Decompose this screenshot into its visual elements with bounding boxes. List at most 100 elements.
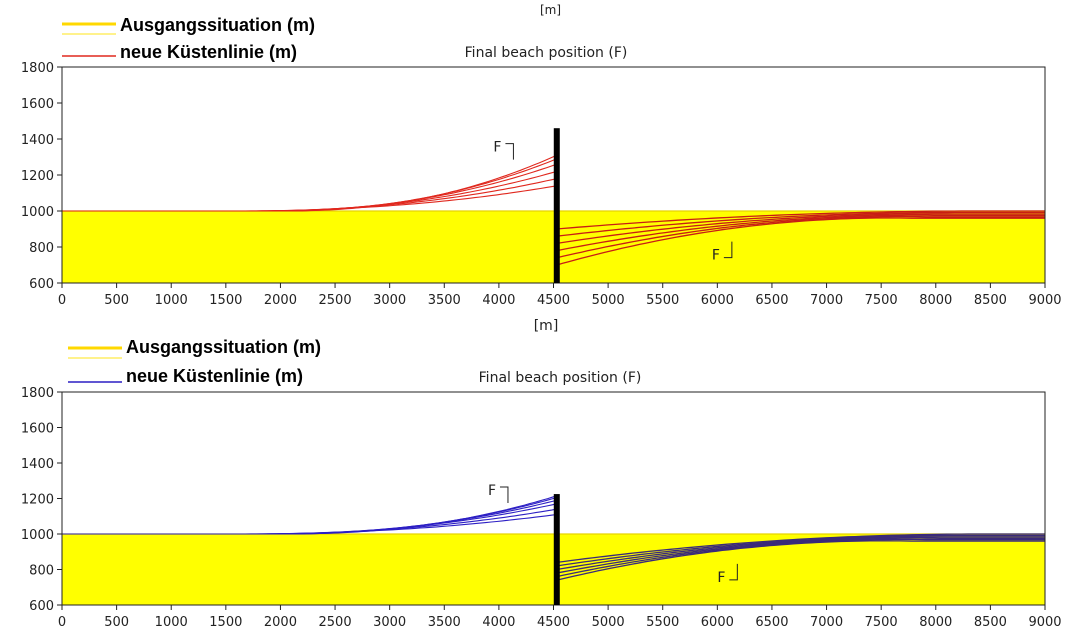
x-tick-label: 1000 (155, 293, 188, 308)
x-tick-label: 6000 (701, 293, 734, 308)
x-tick-label: 7000 (810, 615, 843, 630)
x-tick-label: 5500 (646, 293, 679, 308)
y-tick-label: 1400 (21, 133, 54, 148)
shoreline-curve-updrift-4 (62, 163, 557, 212)
x-tick-label: 0 (58, 293, 66, 308)
shoreline-curve-updrift-2 (62, 508, 557, 535)
initial-beach-area (62, 534, 1045, 605)
shoreline-curve-updrift-3 (62, 503, 557, 535)
annotation-label: F (488, 483, 496, 499)
y-tick-label: 1800 (21, 61, 54, 76)
x-tick-label: 8000 (919, 615, 952, 630)
x-tick-label: 8500 (974, 293, 1007, 308)
initial-beach-fill (62, 533, 1045, 605)
shoreline-curve-updrift-3 (62, 170, 557, 212)
annotation-bracket (723, 241, 733, 259)
x-tick-label: 5000 (592, 293, 625, 308)
annotation-label: F (712, 248, 720, 264)
x-tick-label: 4500 (537, 293, 570, 308)
annotation-label: F (717, 570, 725, 586)
groyne (553, 494, 560, 605)
shoreline-curve-downdrift-4 (556, 214, 1045, 252)
groyne (553, 128, 560, 283)
y-tick-label: 800 (29, 241, 54, 256)
x-tick-label: 7500 (865, 615, 898, 630)
x-tick-label: 4500 (537, 615, 570, 630)
x-tick-label: 3500 (428, 615, 461, 630)
x-tick-label: 8500 (974, 615, 1007, 630)
y-tick-label: 1600 (21, 97, 54, 112)
beach-chart-top: Final beach position (F) 0 500 1000 1500 200… (21, 45, 1062, 334)
axis-ticks: 0 500 1000 1500 2000 2500 3000 3500 4000 4500 5000… (21, 61, 1062, 308)
annotation-bracket (505, 143, 514, 160)
shoreline-curve-updrift-5 (62, 497, 557, 535)
x-axis-label: [m] (534, 318, 559, 334)
shoreline-curve-downdrift-4 (556, 537, 1045, 574)
y-tick-label: 1200 (21, 169, 54, 184)
y-tick-label: 800 (29, 564, 54, 579)
shoreline-curve-downdrift-1 (556, 533, 1045, 564)
initial-beach-fill (62, 210, 1045, 283)
y-tick-label: 1800 (21, 386, 54, 401)
x-tick-label: 9000 (1028, 293, 1061, 308)
annotation-bracket (499, 486, 509, 503)
shoreline-curve-downdrift-2 (556, 211, 1045, 237)
shoreline-curve-downdrift-3 (556, 536, 1045, 571)
legend-top: Ausgangssituation (m) neue Küstenlinie (… (62, 15, 315, 62)
initial-beach-area (62, 211, 1045, 283)
y-tick-label: 1000 (21, 528, 54, 543)
axis-ticks: 0 500 1000 1500 2000 2500 3000 3500 4000 4500 5000… (21, 386, 1062, 630)
shoreline-curve-updrift-6 (62, 154, 558, 212)
beach-chart-bottom: Final beach position (F) 0 500 1000 1500 200… (21, 370, 1062, 630)
legend-bottom: Ausgangssituation (m) neue Küstenlinie (… (68, 337, 321, 386)
x-tick-label: 7500 (865, 293, 898, 308)
legend-initial-label: Ausgangssituation (m) (126, 337, 321, 357)
x-tick-label: 500 (104, 615, 129, 630)
shoreline-curve-downdrift-3 (556, 213, 1045, 245)
x-tick-label: 8000 (919, 293, 952, 308)
annotations: FF (488, 483, 738, 586)
annotation-bracket (729, 563, 738, 581)
shoreline-curve-downdrift-2 (556, 534, 1045, 567)
legend-new-label: neue Küstenlinie (m) (126, 366, 303, 386)
x-tick-label: 2500 (319, 293, 352, 308)
shoreline-curve-downdrift-5 (556, 215, 1045, 259)
y-tick-label: 600 (29, 277, 54, 292)
x-tick-label: 5500 (646, 615, 679, 630)
x-tick-label: 6000 (701, 615, 734, 630)
x-tick-label: 3500 (428, 293, 461, 308)
x-tick-label: 5000 (592, 615, 625, 630)
x-tick-label: 6500 (755, 615, 788, 630)
x-tick-label: 3000 (373, 293, 406, 308)
x-tick-label: 7000 (810, 293, 843, 308)
x-tick-label: 6500 (755, 293, 788, 308)
shoreline-curves (62, 154, 1045, 266)
y-tick-label: 1200 (21, 493, 54, 508)
shoreline-curve-downdrift-6 (556, 540, 1045, 581)
shoreline-curve-updrift-5 (62, 158, 558, 212)
x-tick-label: 3000 (373, 615, 406, 630)
shoreline-curve-downdrift-5 (556, 538, 1045, 578)
chart-title: Final beach position (F) (479, 370, 642, 386)
x-tick-label: 2500 (319, 615, 352, 630)
y-tick-label: 1000 (21, 205, 54, 220)
x-tick-label: 9000 (1028, 615, 1061, 630)
chart-title: Final beach position (F) (465, 45, 628, 61)
x-tick-label: 2000 (264, 615, 297, 630)
x-tick-label: 4000 (482, 615, 515, 630)
shoreline-curve-downdrift-6 (556, 217, 1045, 266)
y-tick-label: 1600 (21, 422, 54, 437)
legend-new-label: neue Küstenlinie (m) (120, 42, 297, 62)
annotations: FF (493, 140, 733, 264)
x-tick-label: 2000 (264, 293, 297, 308)
x-tick-label: 500 (104, 293, 129, 308)
shoreline-curves (62, 495, 1045, 581)
x-tick-label: 4000 (482, 293, 515, 308)
y-tick-label: 1400 (21, 457, 54, 472)
legend-initial-label: Ausgangssituation (m) (120, 15, 315, 35)
top-axis-unit-fragment: [m] (540, 3, 561, 17)
shoreline-curve-updrift-6 (62, 495, 557, 535)
x-tick-label: 0 (58, 615, 66, 630)
x-tick-label: 1500 (209, 615, 242, 630)
